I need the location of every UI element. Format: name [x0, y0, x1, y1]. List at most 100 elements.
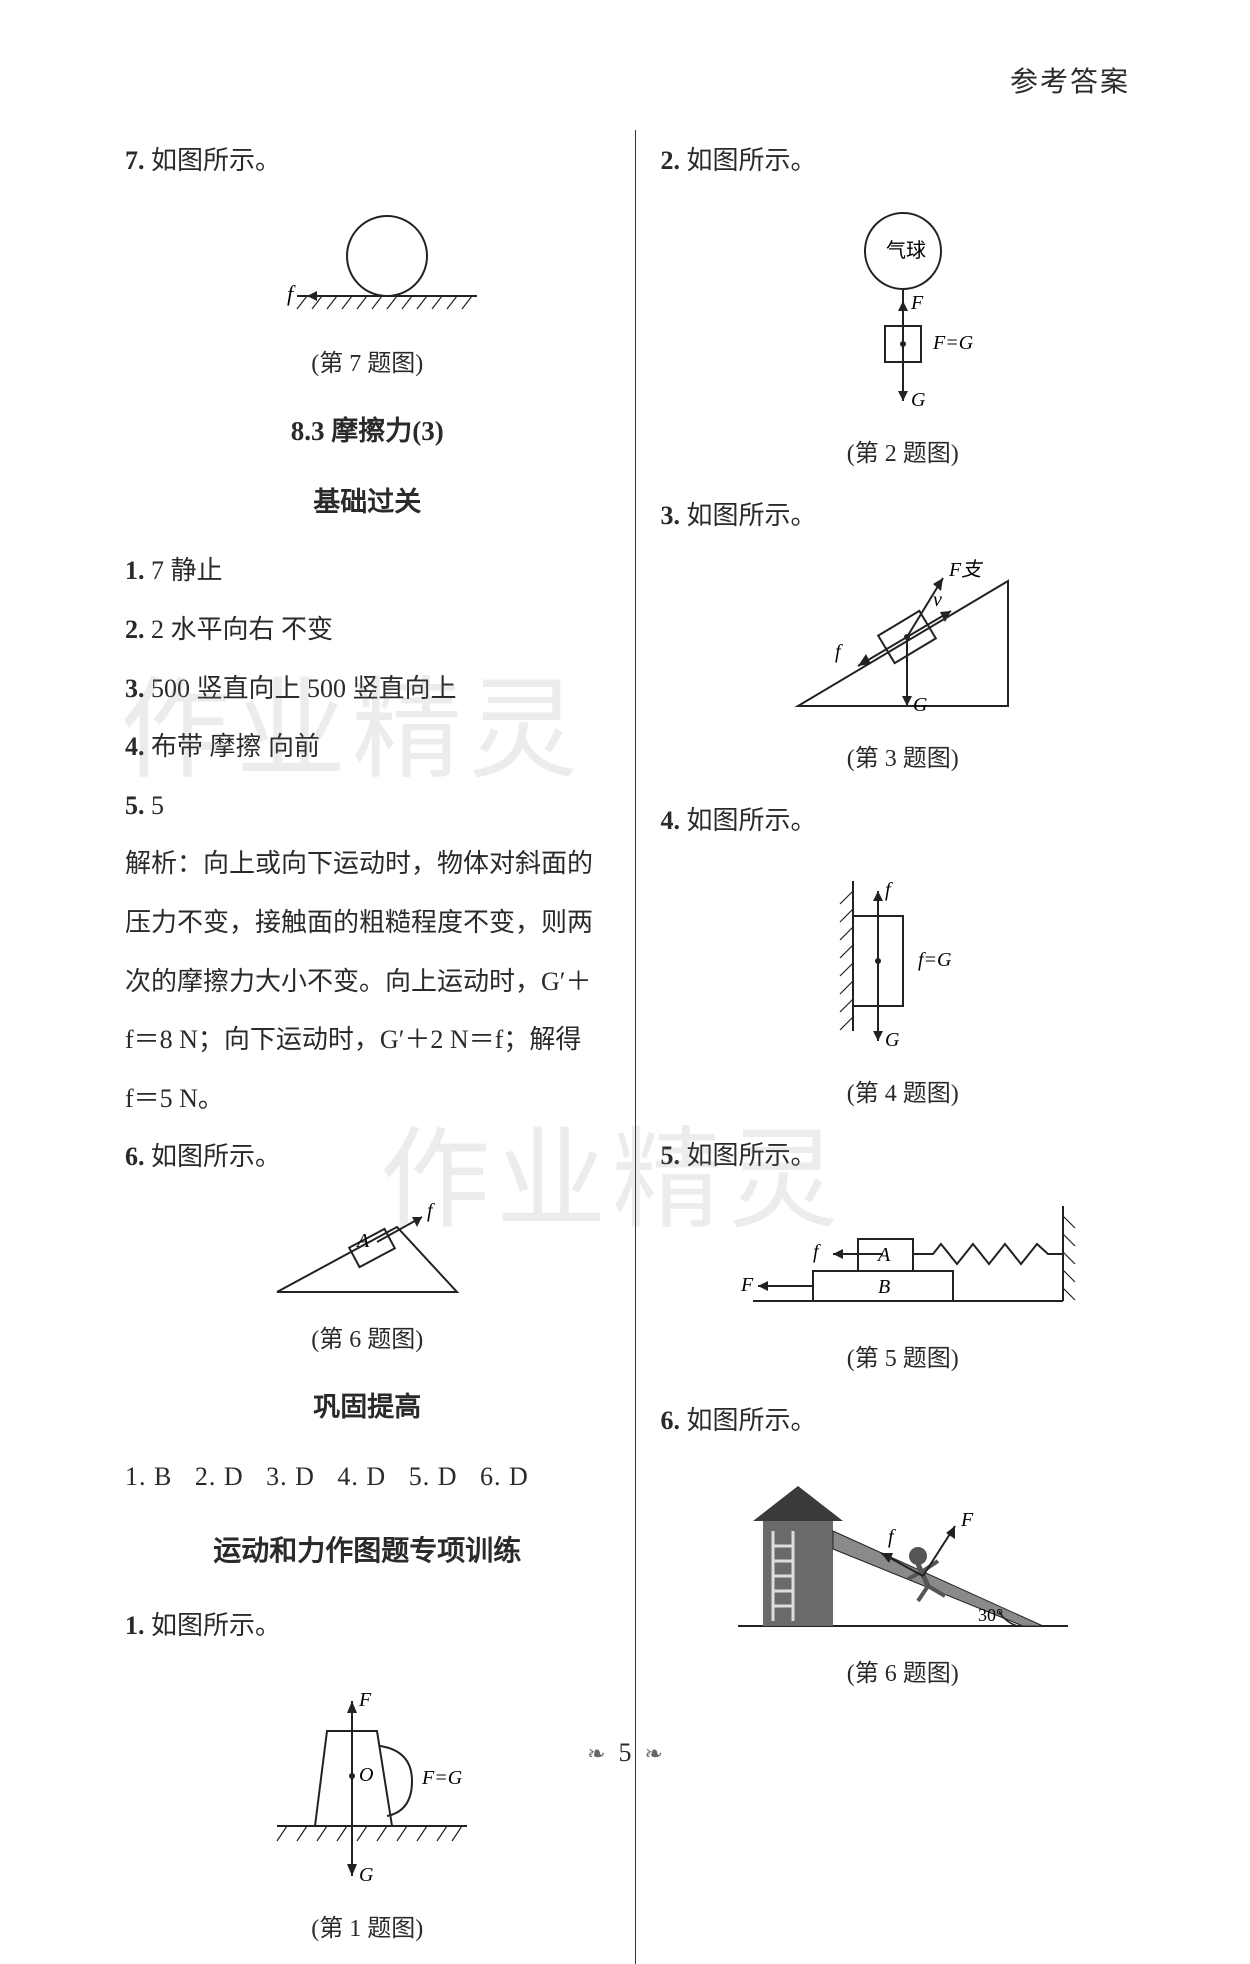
- fig3-svg: F支 f v G: [773, 556, 1033, 726]
- figure-5-right: B A f F: [661, 1196, 1146, 1326]
- fig4-svg: f G f=G: [793, 861, 1013, 1061]
- sp-item-1: 1. 如图所示。: [125, 1599, 610, 1654]
- fig2-label-F: F: [910, 292, 924, 314]
- fig6R-label-angle: 30°: [978, 1605, 1003, 1625]
- item-text: 如图所示。: [687, 806, 817, 835]
- fig6L-label-f: f: [427, 1200, 435, 1222]
- item-num: 3.: [661, 501, 681, 530]
- fig2-label-balloon: 气球: [886, 239, 926, 262]
- mc-5: 5. D: [409, 1462, 458, 1491]
- subsection-consolidate: 巩固提高: [125, 1379, 610, 1436]
- section-special: 运动和力作图题专项训练: [125, 1523, 610, 1582]
- fig2-svg: 气球 F G F=G: [793, 201, 1013, 421]
- fig3-caption: (第 3 题图): [661, 734, 1146, 784]
- fig1L-caption: (第 1 题图): [125, 1904, 610, 1954]
- fig6R-label-f: f: [888, 1526, 896, 1548]
- r-item-3: 3. 如图所示。: [661, 489, 1146, 544]
- item-1: 1. 7 静止: [125, 544, 610, 599]
- fig1L-label-F: F: [358, 1689, 372, 1711]
- fig4-caption: (第 4 题图): [661, 1069, 1146, 1119]
- fig5-caption: (第 5 题图): [661, 1334, 1146, 1384]
- section-8-3: 8.3 摩擦力(3): [125, 403, 610, 460]
- item-num: 1.: [125, 556, 145, 585]
- item-text: 如图所示。: [151, 1611, 281, 1640]
- item-text: 2 水平向右 不变: [151, 615, 333, 644]
- fig4-label-fG: f=G: [918, 949, 952, 971]
- item-5-expl-2: 压力不变，接触面的粗糙程度不变，则两: [125, 896, 610, 951]
- item-5-expl-4: f＝8 N；向下运动时，G′＋2 N＝f；解得: [125, 1013, 610, 1068]
- fig6L-caption: (第 6 题图): [125, 1315, 610, 1365]
- fig3-label-f: f: [835, 641, 843, 663]
- fig2-caption: (第 2 题图): [661, 429, 1146, 479]
- mc-1: 1. B: [125, 1462, 172, 1491]
- fig7-caption: (第 7 题图): [125, 339, 610, 389]
- fig4-label-f: f: [885, 879, 893, 901]
- item-num: 6.: [661, 1406, 681, 1435]
- item-num: 6.: [125, 1142, 145, 1171]
- item-text: 500 竖直向上 500 竖直向上: [151, 674, 457, 703]
- fig6L-label-A: A: [355, 1230, 370, 1252]
- item-num: 4.: [125, 732, 145, 761]
- figure-6-right: f F 30°: [661, 1461, 1146, 1641]
- fig4-label-G: G: [885, 1029, 900, 1051]
- page-header: 参考答案: [100, 60, 1170, 100]
- item-2: 2. 2 水平向右 不变: [125, 603, 610, 658]
- item-5-expl-5: f＝5 N。: [125, 1072, 610, 1127]
- figure-7: f: [125, 201, 610, 331]
- item-num: 4.: [661, 806, 681, 835]
- footer-deco-left-icon: ❧: [587, 1741, 605, 1767]
- mc-answers: 1. B 2. D 3. D 4. D 5. D 6. D: [125, 1450, 610, 1505]
- figure-6-left: A f: [125, 1197, 610, 1307]
- fig2-label-FG: F=G: [932, 332, 974, 354]
- left-column: 7. 如图所示。 f (第 7 题图) 8.3 摩擦: [100, 130, 636, 1964]
- item-5: 5. 5: [125, 779, 610, 834]
- item-3: 3. 500 竖直向上 500 竖直向上: [125, 662, 610, 717]
- item-text: 如图所示。: [687, 1406, 817, 1435]
- fig3-label-Fz: F支: [948, 559, 983, 581]
- page-number: 5: [619, 1738, 632, 1767]
- item-num: 5.: [661, 1141, 681, 1170]
- r-item-6: 6. 如图所示。: [661, 1394, 1146, 1449]
- fig5-label-B: B: [878, 1276, 890, 1298]
- fig6R-svg: f F 30°: [723, 1461, 1083, 1641]
- fig5-label-F: F: [740, 1274, 754, 1296]
- figure-2-right: 气球 F G F=G: [661, 201, 1146, 421]
- item-text: 7 静止: [151, 556, 223, 585]
- item-7: 7. 如图所示。: [125, 134, 610, 189]
- fig6R-caption: (第 6 题图): [661, 1649, 1146, 1699]
- figure-1-left: O F G F=G: [125, 1666, 610, 1896]
- item-text: 5: [151, 791, 164, 820]
- two-column-layout: 7. 如图所示。 f (第 7 题图) 8.3 摩擦: [100, 130, 1170, 1964]
- fig7-svg: f: [237, 201, 497, 331]
- fig5-svg: B A f F: [723, 1196, 1083, 1326]
- fig6R-label-F: F: [960, 1509, 974, 1531]
- item-4: 4. 布带 摩擦 向前: [125, 720, 610, 775]
- footer-deco-right-icon: ❧: [645, 1741, 663, 1767]
- fig6L-svg: A f: [257, 1197, 477, 1307]
- item-num: 5.: [125, 791, 145, 820]
- right-column: 2. 如图所示。 气球 F G F=G (第 2 题图) 3. 如图所示。: [636, 130, 1171, 1964]
- fig7-label-f: f: [287, 281, 296, 306]
- item-text: 布带 摩擦 向前: [151, 732, 320, 761]
- mc-6: 6. D: [480, 1462, 529, 1491]
- item-num: 2.: [125, 615, 145, 644]
- figure-4-right: f G f=G: [661, 861, 1146, 1061]
- item-num: 2.: [661, 146, 681, 175]
- mc-4: 4. D: [337, 1462, 386, 1491]
- mc-3: 3. D: [266, 1462, 315, 1491]
- item-5-expl-3: 次的摩擦力大小不变。向上运动时，G′＋: [125, 955, 610, 1010]
- item-text: 如图所示。: [687, 146, 817, 175]
- subsection-basic: 基础过关: [125, 474, 610, 531]
- r-item-5: 5. 如图所示。: [661, 1129, 1146, 1184]
- item-text: 如图所示。: [151, 1142, 281, 1171]
- mc-2: 2. D: [195, 1462, 244, 1491]
- fig1L-label-FG: F=G: [421, 1767, 463, 1789]
- item-text: 如图所示。: [687, 501, 817, 530]
- fig1L-label-G: G: [359, 1864, 374, 1886]
- r-item-4: 4. 如图所示。: [661, 794, 1146, 849]
- r-item-2: 2. 如图所示。: [661, 134, 1146, 189]
- fig5-label-f: f: [813, 1241, 821, 1263]
- figure-3-right: F支 f v G: [661, 556, 1146, 726]
- fig3-label-v: v: [933, 589, 942, 611]
- item-num: 3.: [125, 674, 145, 703]
